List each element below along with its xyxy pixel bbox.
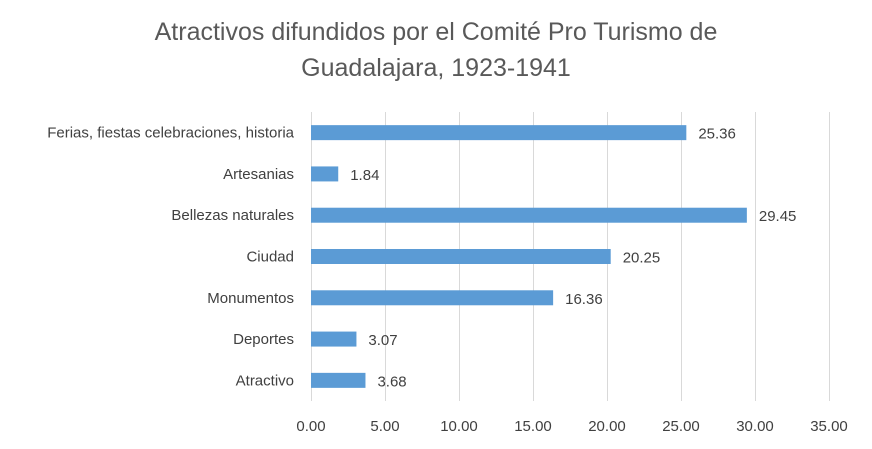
x-tick-label: 30.00 (736, 418, 774, 435)
bars (311, 125, 747, 388)
data-label: 29.45 (759, 208, 797, 225)
data-label: 20.25 (623, 250, 661, 267)
bar (311, 207, 747, 223)
bar (311, 125, 687, 141)
x-tick-label: 20.00 (588, 418, 626, 435)
bar (311, 290, 554, 306)
category-labels: Ferias, fiestas celebraciones, historia A… (47, 125, 294, 390)
category-label: Bellezas naturales (171, 207, 294, 224)
x-tick-label: 35.00 (810, 418, 848, 435)
category-label: Ciudad (246, 249, 294, 266)
chart-title-line-1: Atractivos difundidos por el Comité Pro … (154, 18, 718, 46)
bar (311, 331, 357, 347)
data-label: 16.36 (565, 291, 603, 308)
x-tick-label: 5.00 (370, 418, 399, 435)
x-tick-label: 10.00 (440, 418, 478, 435)
category-label: Artesanias (223, 166, 294, 183)
chart-title: Atractivos difundidos por el Comité Pro … (0, 14, 872, 86)
data-label: 3.07 (368, 332, 397, 349)
x-tick-label: 15.00 (514, 418, 552, 435)
chart-title-line-2: Guadalajara, 1923-1941 (301, 54, 571, 82)
category-label: Atractivo (236, 372, 294, 389)
bar (311, 166, 339, 182)
data-label: 25.36 (698, 126, 736, 143)
data-labels: 25.36 1.84 29.45 20.25 16.36 3.07 3.68 (350, 126, 796, 391)
category-label: Deportes (233, 331, 294, 348)
category-label: Monumentos (207, 290, 294, 307)
x-tick-labels: 0.00 5.00 10.00 15.00 20.00 25.00 30.00 35.00 (296, 418, 847, 435)
data-label: 1.84 (350, 167, 379, 184)
category-label: Ferias, fiestas celebraciones, historia (47, 125, 294, 142)
x-tick-label: 25.00 (662, 418, 700, 435)
bar (311, 249, 611, 264)
data-label: 3.68 (377, 373, 406, 390)
x-tick-label: 0.00 (296, 418, 325, 435)
bar (311, 372, 366, 388)
